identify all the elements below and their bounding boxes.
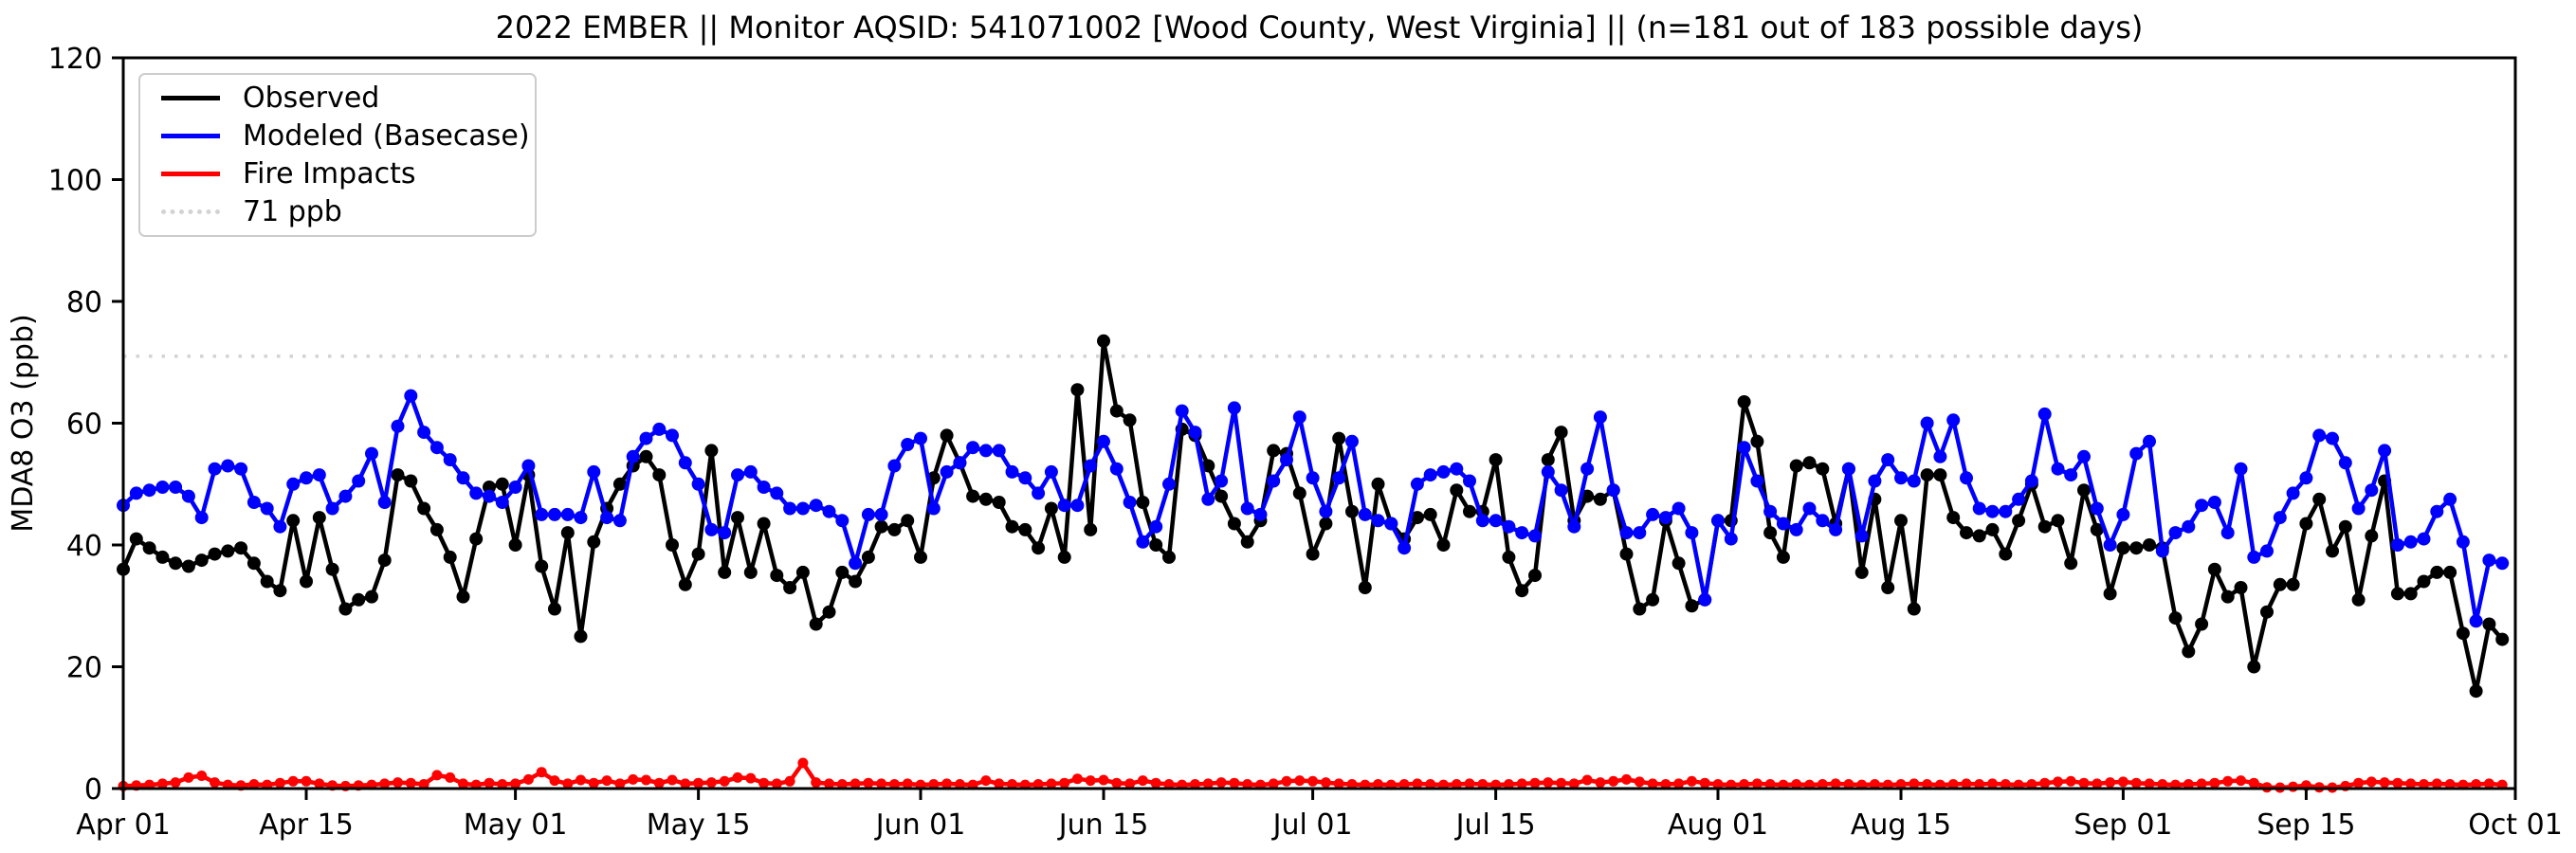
legend-label: Fire Impacts xyxy=(243,157,416,191)
x-tick-label: Sep 01 xyxy=(2074,808,2172,842)
y-tick-label: 40 xyxy=(66,530,102,563)
chart-title: 2022 EMBER || Monitor AQSID: 541071002 [… xyxy=(495,9,2144,45)
legend-item-observed: Observed xyxy=(140,79,535,117)
legend-item-fire: Fire Impacts xyxy=(140,155,535,193)
x-tick-label: Apr 01 xyxy=(76,808,171,842)
observed-line xyxy=(117,334,2510,699)
x-tick-label: Aug 15 xyxy=(1851,808,1951,842)
fire-line-sample xyxy=(161,172,220,177)
x-tick-label: May 15 xyxy=(647,808,751,842)
x-tick-label: Sep 15 xyxy=(2256,808,2355,842)
modeled-line-sample xyxy=(161,133,220,138)
legend-item-threshold: 71 ppb xyxy=(140,193,535,231)
x-tick-label: Jul 15 xyxy=(1454,808,1536,842)
legend-label: Modeled (Basecase) xyxy=(243,118,530,153)
x-tick-label: Oct 01 xyxy=(2468,808,2563,842)
legend-item-modeled: Modeled (Basecase) xyxy=(140,117,535,154)
y-tick-label: 0 xyxy=(84,773,102,807)
y-axis-title: MDA8 O3 (ppb) xyxy=(7,314,40,532)
y-axis: 0 20 40 60 80 100 120 xyxy=(48,43,123,807)
x-tick-label: Jun 01 xyxy=(874,808,966,842)
y-tick-label: 80 xyxy=(66,286,102,319)
modeled-line xyxy=(117,389,2510,628)
x-tick-label: Apr 15 xyxy=(259,808,354,842)
y-tick-label: 60 xyxy=(66,408,102,442)
x-tick-label: Jun 15 xyxy=(1057,808,1149,842)
x-tick-label: Aug 01 xyxy=(1668,808,1768,842)
legend-label: 71 ppb xyxy=(243,195,342,229)
x-tick-label: May 01 xyxy=(464,808,568,842)
x-tick-label: Jul 01 xyxy=(1271,808,1353,842)
y-tick-label: 20 xyxy=(66,652,102,685)
legend-label: Observed xyxy=(243,81,380,115)
x-axis: Apr 01 Apr 15 May 01 May 15 Jun 01 Jun 15 Jul … xyxy=(76,789,2563,842)
y-tick-label: 120 xyxy=(48,43,102,76)
legend: Observed Modeled (Basecase) Fire Impacts… xyxy=(138,73,537,237)
observed-line-sample xyxy=(161,95,220,100)
y-tick-label: 100 xyxy=(48,165,102,198)
threshold-line-sample xyxy=(161,209,220,215)
